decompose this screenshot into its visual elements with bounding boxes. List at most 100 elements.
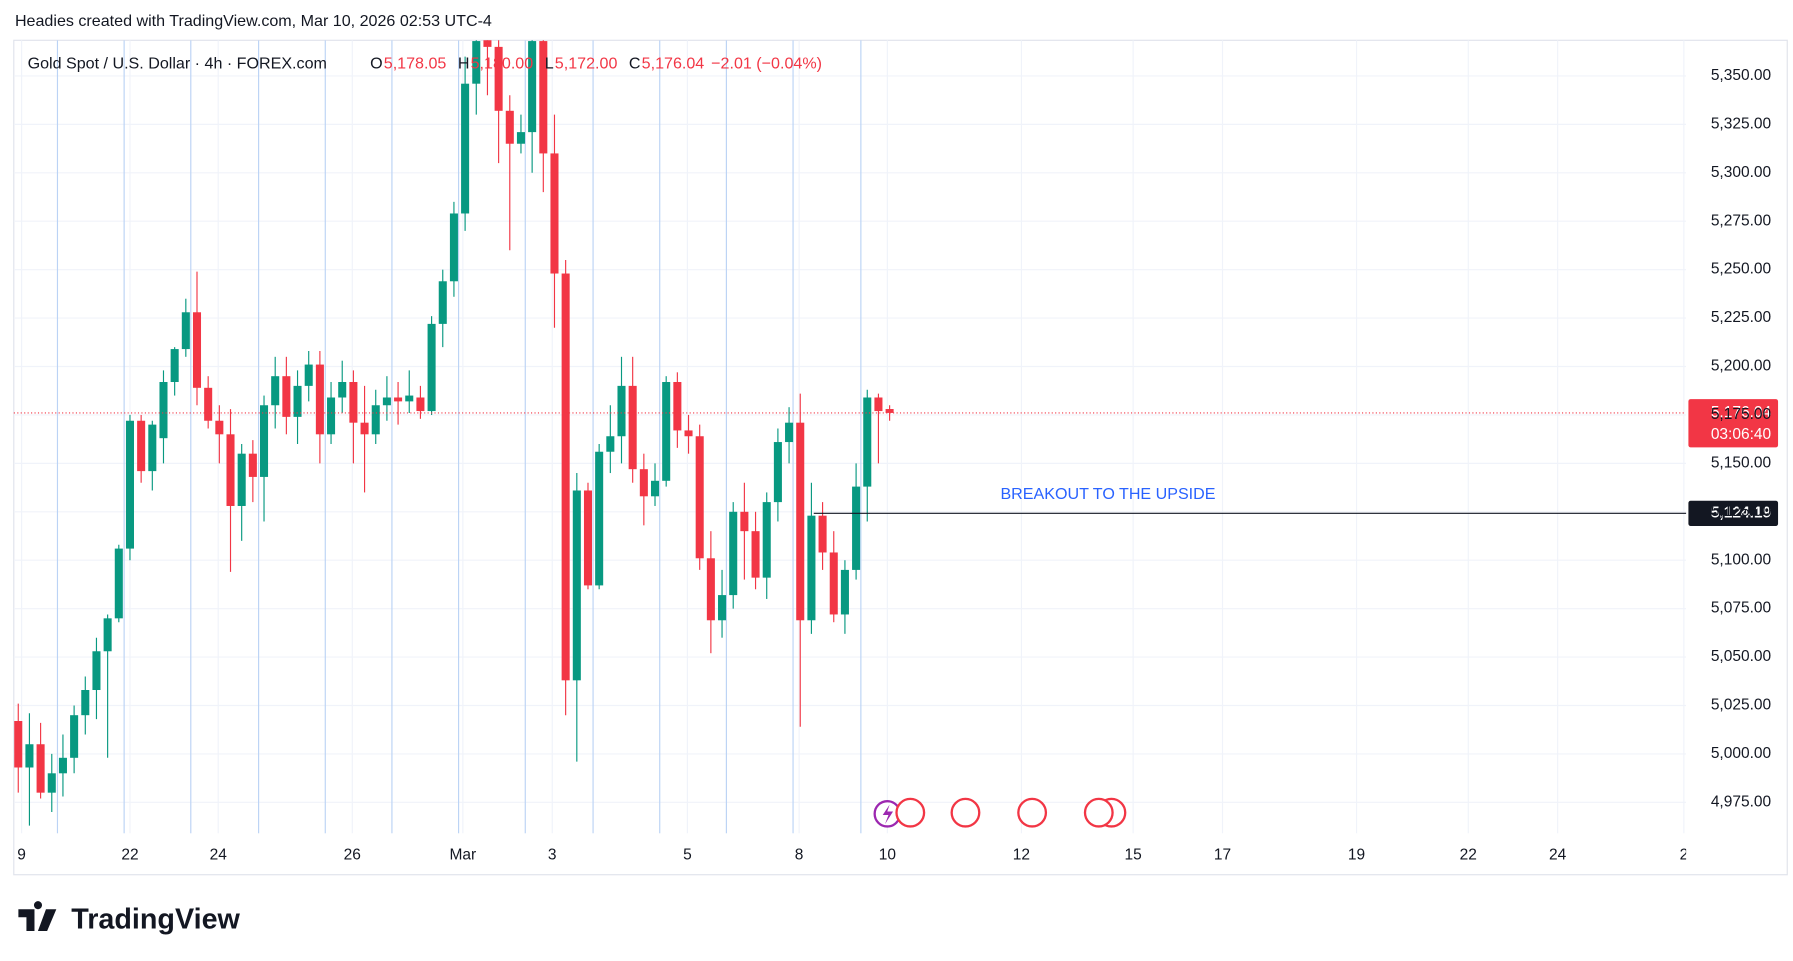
- x-tick-label: 17: [1214, 846, 1231, 863]
- x-tick-label: 22: [1460, 846, 1477, 863]
- candle-body: [539, 41, 548, 154]
- symbol-title: Gold Spot / U.S. Dollar · 4h · FOREX.com: [28, 55, 327, 73]
- level-box: [1688, 500, 1779, 527]
- header-text: Headies created with TradingView.com, Ma…: [15, 12, 492, 30]
- candle-body: [338, 382, 347, 398]
- event-icon[interactable]: [950, 797, 981, 828]
- candle-body: [461, 83, 470, 214]
- candle-body: [170, 349, 179, 383]
- x-axis: 9 22 24 26 Mar 3 5 8 10 12 15 17 19 22 24 2: [17, 846, 1686, 863]
- event-icon[interactable]: [1017, 797, 1048, 828]
- candle-body: [818, 515, 827, 553]
- candle-body: [327, 397, 336, 435]
- event-icon[interactable]: [895, 797, 926, 828]
- candle-body: [472, 41, 481, 84]
- y-tick-label: 5,350.00: [1711, 67, 1772, 84]
- candle-body: [583, 490, 593, 586]
- candle-body: [785, 422, 794, 443]
- candle-body: [70, 715, 79, 758]
- candle-body: [47, 773, 56, 793]
- candle-body: [796, 422, 805, 621]
- y-tick-label: 5,225.00: [1711, 309, 1772, 326]
- candle-body: [137, 420, 146, 472]
- y-tick-label: 5,025.00: [1711, 697, 1772, 714]
- y-tick-label: 5,050.00: [1711, 648, 1772, 665]
- candle-body: [14, 721, 23, 768]
- x-tick-label: 8: [795, 846, 804, 863]
- candle-body: [751, 531, 760, 578]
- candle-body: [416, 397, 425, 412]
- logo-text: TradingView: [71, 903, 240, 935]
- candle-body: [36, 744, 45, 793]
- candle-body: [550, 153, 559, 274]
- candle-body: [449, 213, 458, 282]
- candle-body: [371, 405, 380, 435]
- candle-body: [58, 757, 67, 774]
- candle-body: [595, 451, 604, 586]
- candle-body: [505, 110, 514, 144]
- x-tick-label: 15: [1125, 846, 1142, 863]
- candle-body: [25, 744, 34, 768]
- legend-l-label: L: [545, 55, 554, 73]
- x-tick-label: Mar: [450, 846, 477, 863]
- x-tick-label: 24: [1549, 846, 1567, 863]
- legend-h: 5,180.00: [471, 55, 534, 73]
- candle-body: [874, 397, 883, 412]
- legend-change: −2.01 (−0.04%): [711, 55, 822, 73]
- x-tick-label: 22: [121, 846, 138, 863]
- candle-body: [650, 480, 660, 497]
- x-tick-label: 12: [1013, 846, 1030, 863]
- event-icons: [873, 797, 1127, 828]
- x-tick-label: 26: [344, 846, 361, 863]
- candle-body: [852, 486, 861, 570]
- x-tick-label: 10: [879, 846, 897, 863]
- x-tick-label: 5: [683, 846, 692, 863]
- x-tick-label: 24: [210, 846, 228, 863]
- y-tick-label: 5,075.00: [1711, 600, 1772, 617]
- candles: [14, 40, 894, 826]
- candle-body: [315, 364, 324, 435]
- logo-mark: [18, 901, 57, 932]
- y-tick-label: 5,150.00: [1711, 454, 1772, 471]
- candle-body: [438, 281, 447, 324]
- candle-body: [382, 397, 391, 406]
- candle-body: [695, 436, 704, 559]
- candle-body: [718, 595, 727, 621]
- candle-body: [628, 385, 637, 470]
- candle-body: [394, 397, 403, 402]
- candle-body: [863, 397, 872, 487]
- candle-body: [405, 395, 414, 402]
- candle-body: [807, 515, 816, 621]
- y-tick-label: 5,250.00: [1711, 261, 1772, 278]
- legend-h-label: H: [458, 55, 470, 73]
- candle-body: [773, 442, 782, 503]
- y-tick-label: 5,300.00: [1711, 164, 1772, 181]
- candle-body: [125, 420, 134, 549]
- candle-body: [829, 552, 838, 615]
- chart-frame: [13, 39, 1788, 876]
- y-tick-label: 5,125.00: [1711, 503, 1772, 520]
- y-tick-label: 4,975.00: [1711, 793, 1772, 810]
- candle-body: [673, 382, 682, 431]
- last-price-box: [1688, 399, 1779, 448]
- candle-body: [159, 382, 168, 439]
- candle-body: [494, 46, 503, 111]
- candle-body: [762, 502, 771, 578]
- candle-body: [103, 618, 112, 652]
- session-breaks: [56, 40, 862, 834]
- candle-body: [885, 409, 894, 413]
- candle-body: [483, 40, 492, 47]
- y-tick-label: 5,200.00: [1711, 358, 1772, 375]
- candle-body: [572, 490, 581, 681]
- x-tick-label: 19: [1348, 846, 1365, 863]
- candle-body: [729, 511, 738, 596]
- x-tick-label: 9: [17, 846, 26, 863]
- legend-c-label: C: [629, 55, 641, 73]
- candle-body: [606, 436, 615, 452]
- candle-body: [740, 511, 749, 532]
- y-tick-label: 5,100.00: [1711, 551, 1772, 568]
- candle-body: [561, 273, 570, 681]
- candle-body: [360, 422, 369, 435]
- event-icon[interactable]: [1083, 797, 1114, 828]
